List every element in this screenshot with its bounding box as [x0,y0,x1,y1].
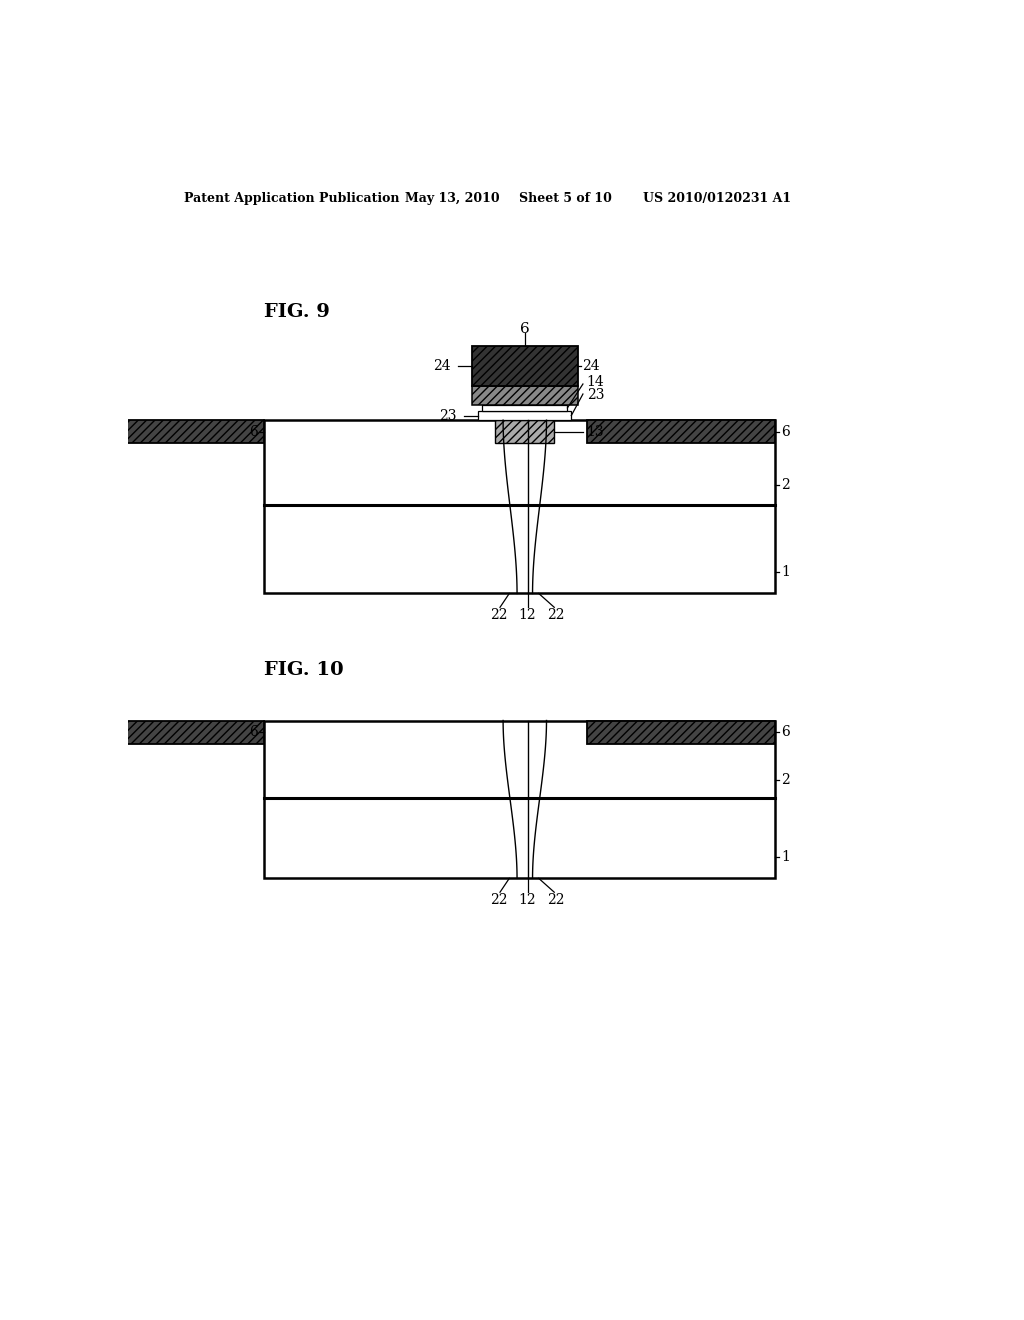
Text: 23: 23 [587,388,604,401]
Text: 6: 6 [781,725,791,739]
Bar [482,405,567,411]
Text: 22: 22 [547,892,564,907]
Text: 24: 24 [433,359,451,372]
Text: 22: 22 [547,609,564,622]
Text: 23: 23 [439,409,457,422]
Bar [496,420,554,444]
Bar [65,721,263,743]
Text: Sheet 5 of 10: Sheet 5 of 10 [519,191,612,205]
Text: 22: 22 [489,609,507,622]
Text: 1: 1 [781,565,791,579]
Text: May 13, 2010: May 13, 2010 [406,191,500,205]
Bar [263,721,775,878]
Text: 12: 12 [518,609,536,622]
Bar [472,346,578,385]
Bar [472,385,578,405]
Text: 12: 12 [518,892,536,907]
Bar [587,420,775,444]
Bar [587,721,775,743]
Text: 6: 6 [249,425,257,438]
Text: FIG. 9: FIG. 9 [263,304,330,321]
Text: 6: 6 [249,725,257,739]
Text: 2: 2 [781,772,791,787]
Text: FIG. 10: FIG. 10 [263,661,343,680]
Text: 13: 13 [587,425,604,438]
Bar [65,420,263,444]
Bar [478,411,571,420]
Text: 24: 24 [583,359,600,372]
Text: 14: 14 [587,375,604,389]
Text: 6: 6 [781,425,791,438]
Text: US 2010/0120231 A1: US 2010/0120231 A1 [643,191,792,205]
Text: 2: 2 [781,478,791,492]
Text: Patent Application Publication: Patent Application Publication [183,191,399,205]
Bar [263,420,775,594]
Text: 1: 1 [781,850,791,863]
Text: 6: 6 [520,322,529,335]
Text: 22: 22 [489,892,507,907]
